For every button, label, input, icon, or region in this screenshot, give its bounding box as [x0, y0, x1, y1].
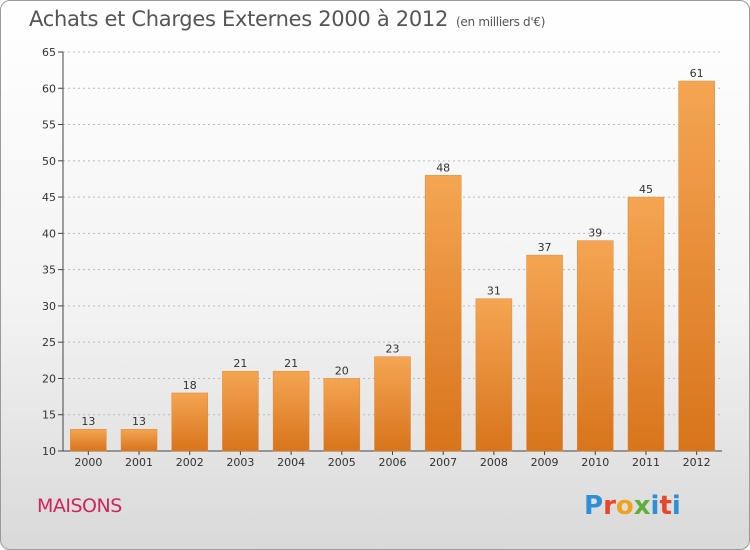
y-tick-label: 50 [42, 155, 56, 168]
data-label: 21 [284, 357, 298, 370]
bar-layer [70, 80, 715, 452]
bar-2002[interactable] [171, 392, 208, 452]
series-label: MAISONS [37, 495, 122, 517]
x-tick-label: 2006 [379, 456, 407, 469]
logo-letter: i [671, 491, 681, 521]
y-tick-label: 30 [42, 300, 56, 313]
logo-letter: i [650, 491, 660, 521]
data-label: 13 [81, 415, 95, 428]
x-tick-label: 2009 [531, 456, 559, 469]
bar-2001[interactable] [120, 428, 158, 452]
x-tick-label: 2000 [74, 456, 102, 469]
label-layer: 13 13 18 21 21 20 23 48 31 37 39 45 61 [81, 67, 703, 428]
x-tick-label: 2003 [226, 456, 254, 469]
y-tick-label: 55 [42, 119, 56, 132]
bar-2003[interactable] [222, 370, 259, 452]
x-tick-label: 2010 [581, 456, 609, 469]
data-label: 31 [487, 285, 501, 298]
data-label: 37 [538, 241, 552, 254]
bar-2005[interactable] [323, 378, 361, 452]
logo-letter: r [603, 491, 616, 521]
data-label: 13 [132, 415, 146, 428]
chart-title-text: Achats et Charges Externes 2000 à 2012 [29, 7, 449, 31]
chart-title: Achats et Charges Externes 2000 à 2012 (e… [29, 7, 545, 31]
data-label: 48 [436, 161, 450, 174]
x-tick-label: 2012 [683, 456, 711, 469]
x-tick-label: 2004 [277, 456, 305, 469]
x-tick-label: 2007 [429, 456, 457, 469]
bar-2008[interactable] [475, 298, 513, 452]
bar-2007[interactable] [424, 175, 462, 452]
y-tick-label: 25 [42, 336, 56, 349]
data-label: 61 [690, 67, 704, 80]
y-tick-label: 10 [42, 445, 56, 458]
y-tick-label: 15 [42, 409, 56, 422]
x-tick-label: 2002 [176, 456, 204, 469]
data-label: 45 [639, 183, 653, 196]
y-tick-label: 60 [42, 82, 56, 95]
x-tick-label: 2001 [125, 456, 153, 469]
data-label: 18 [183, 379, 197, 392]
y-tick-label: 40 [42, 227, 56, 240]
logo-letter: P [584, 491, 604, 521]
logo-letter: x [633, 491, 651, 521]
y-tick-label: 45 [42, 191, 56, 204]
bar-2006[interactable] [374, 356, 411, 452]
logo-letter: o [615, 491, 634, 521]
bar-2009[interactable] [526, 254, 563, 452]
bar-2012[interactable] [678, 80, 715, 452]
bar-2011[interactable] [627, 196, 665, 452]
y-tick-label: 20 [42, 372, 56, 385]
data-label: 20 [335, 364, 349, 377]
x-tick-label: 2011 [632, 456, 660, 469]
bar-2000[interactable] [70, 428, 107, 452]
bar-2004[interactable] [272, 370, 310, 452]
data-label: 23 [386, 343, 400, 356]
bar-2010[interactable] [577, 240, 614, 452]
y-tick-label: 35 [42, 264, 56, 277]
data-label: 21 [233, 357, 247, 370]
y-tick-label: 65 [42, 46, 56, 59]
x-tick-label: 2005 [328, 456, 356, 469]
chart-unit-note: (en milliers d'€) [456, 15, 546, 29]
data-label: 39 [588, 227, 602, 240]
logo-letter: t [659, 491, 672, 521]
proxiti-logo[interactable]: Proxiti [584, 491, 681, 521]
x-tick-label: 2008 [480, 456, 508, 469]
